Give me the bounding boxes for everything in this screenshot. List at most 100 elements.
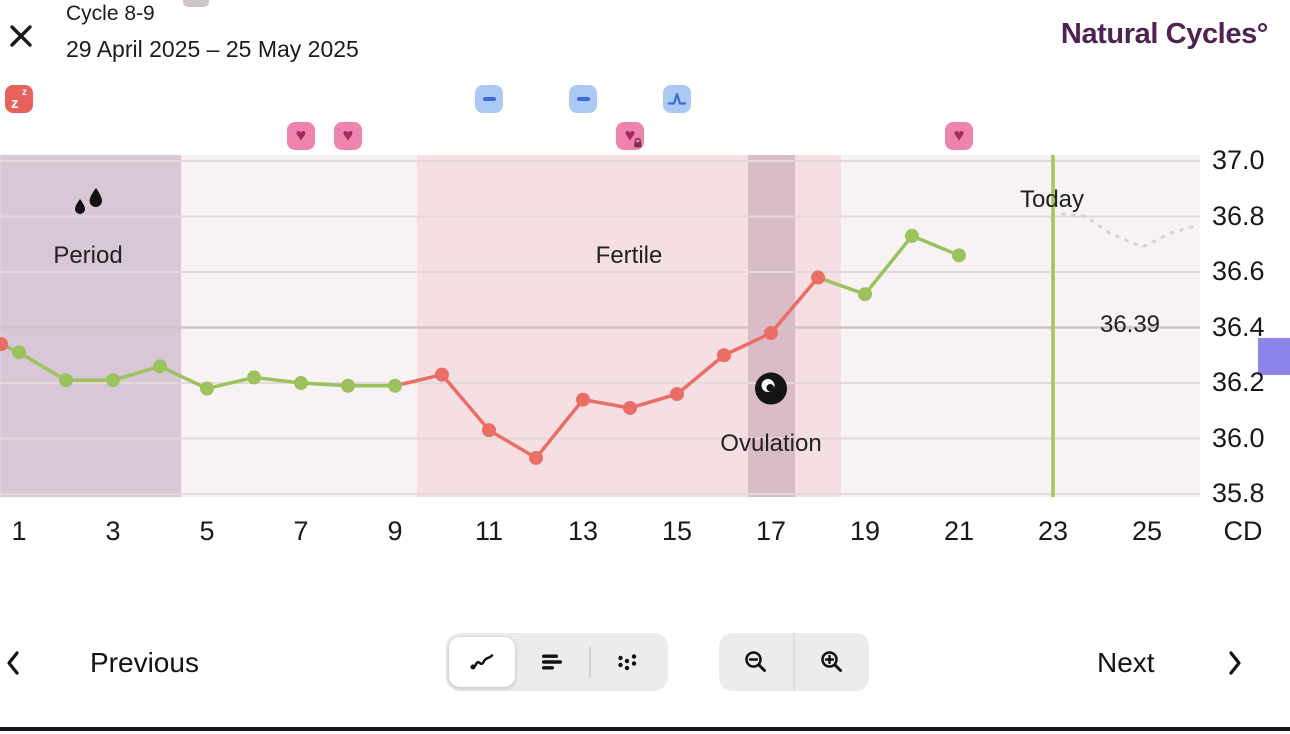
- chevron-left-icon: [7, 651, 19, 675]
- intercourse-icon[interactable]: ♥: [945, 122, 973, 150]
- y-axis-label: 36.2: [1212, 367, 1265, 397]
- temperature-segment: [722, 331, 773, 357]
- natural-cycles-logo: Natural Cycles°: [1060, 18, 1268, 50]
- close-button[interactable]: [2, 17, 40, 55]
- list-view-icon: [542, 654, 562, 670]
- scroll-indicator[interactable]: [1258, 338, 1290, 375]
- temperature-point[interactable]: [670, 387, 684, 402]
- ovulation-label: Ovulation: [720, 430, 822, 457]
- period-drops-icon: [75, 188, 102, 214]
- temperature-point[interactable]: [247, 370, 261, 385]
- next-chevron-button[interactable]: [1226, 648, 1244, 685]
- x-axis-label: 3: [105, 516, 121, 546]
- previous-chevron-button[interactable]: [4, 648, 22, 685]
- ovulation-region: [747, 155, 795, 497]
- temperature-point[interactable]: [858, 287, 872, 302]
- list-view-button[interactable]: [515, 637, 589, 687]
- today-label: Today: [1019, 186, 1085, 213]
- temperature-point[interactable]: [59, 373, 73, 388]
- previous-button[interactable]: Previous: [90, 647, 199, 678]
- temperature-point[interactable]: [952, 248, 966, 263]
- zoom-controls: [719, 633, 869, 691]
- temperature-chart-svg: [0, 155, 1201, 497]
- x-axis-label: 9: [387, 516, 403, 546]
- zoom-in-button[interactable]: [795, 633, 869, 691]
- zoom-out-icon: [745, 651, 766, 672]
- x-axis-label: 1: [11, 516, 27, 546]
- temperature-segment: [487, 428, 538, 460]
- temperature-point[interactable]: [482, 423, 496, 438]
- chevron-right-icon: [1229, 651, 1241, 675]
- temperature-point[interactable]: [106, 373, 120, 388]
- period-label: Period: [53, 242, 123, 269]
- cycle-date-range: 29 April 2025 – 25 May 2025: [66, 36, 359, 62]
- temperature-segment: [816, 275, 867, 296]
- clipped-element: [183, 0, 209, 7]
- temperature-point[interactable]: [388, 378, 402, 393]
- temperature-segment: [440, 372, 491, 432]
- fertile-label: Fertile: [595, 242, 663, 269]
- excluded-temperature-icon[interactable]: [569, 85, 597, 113]
- temperature-point[interactable]: [623, 400, 637, 415]
- x-axis-label: 23: [1037, 516, 1069, 546]
- period-region: [0, 155, 182, 497]
- temperature-segment: [628, 392, 679, 410]
- x-axis-label: 7: [293, 516, 309, 546]
- temperature-segment: [111, 364, 162, 382]
- x-axis-label: 17: [755, 516, 787, 546]
- x-axis-unit-label: CD: [1223, 516, 1263, 546]
- line-chart-icon: [470, 654, 494, 670]
- temperature-point[interactable]: [294, 376, 308, 390]
- y-axis-label: 36.4: [1212, 311, 1265, 342]
- excluded-temperature-icon[interactable]: [475, 85, 503, 113]
- temperature-segment: [675, 353, 726, 396]
- prediction-line: [1060, 212, 1201, 249]
- temperature-point[interactable]: [12, 345, 26, 360]
- temperature-point[interactable]: [341, 378, 355, 393]
- x-axis-label: 5: [199, 516, 215, 546]
- ovulation-icon: [755, 372, 787, 405]
- zoom-out-button[interactable]: [719, 633, 793, 691]
- temperature-point[interactable]: [200, 381, 214, 396]
- chart-view-toggle: [446, 633, 668, 691]
- temperature-segment: [393, 372, 444, 388]
- temperature-segment: [534, 397, 585, 460]
- line-chart-view-button[interactable]: [449, 637, 515, 687]
- y-axis-label: 35.8: [1212, 478, 1265, 508]
- temperature-segment: [299, 381, 350, 388]
- y-axis-label: 36.6: [1212, 256, 1265, 286]
- protected-intercourse-icon[interactable]: ♥: [616, 122, 644, 150]
- intercourse-icon[interactable]: ♥: [287, 122, 315, 150]
- temperature-point[interactable]: [0, 337, 9, 352]
- x-axis-label: 19: [849, 516, 881, 546]
- temperature-segment: [910, 234, 961, 258]
- current-temperature-label: 36.39: [1099, 311, 1161, 338]
- y-axis-label: 37.0: [1212, 145, 1265, 175]
- temperature-point[interactable]: [811, 270, 825, 285]
- x-axis-label: 25: [1131, 516, 1163, 546]
- y-axis-label: 36.8: [1212, 200, 1265, 231]
- cycle-title: Cycle 8-9: [66, 2, 155, 25]
- temperature-point[interactable]: [529, 450, 543, 465]
- bottom-border: [0, 727, 1290, 731]
- temperature-segment: [158, 364, 209, 391]
- temperature-point[interactable]: [576, 392, 590, 407]
- temperature-point[interactable]: [905, 228, 919, 243]
- intercourse-icon[interactable]: ♥: [334, 122, 362, 150]
- lh-test-icon[interactable]: [663, 85, 691, 113]
- temperature-segment: [769, 275, 820, 335]
- temperature-point[interactable]: [153, 359, 167, 374]
- next-button[interactable]: Next: [1097, 647, 1155, 678]
- x-axis-label: 21: [943, 516, 975, 546]
- scatter-view-button[interactable]: [591, 637, 665, 687]
- temperature-chart[interactable]: [0, 155, 1201, 497]
- temperature-point[interactable]: [435, 367, 449, 382]
- temperature-point[interactable]: [717, 348, 731, 363]
- temperature-segment: [17, 350, 68, 382]
- temperature-point[interactable]: [764, 326, 778, 341]
- temperature-segment: [205, 375, 256, 391]
- toggle-divider: [589, 646, 591, 678]
- x-axis-label: 13: [567, 516, 599, 546]
- x-axis-label: 15: [661, 516, 693, 546]
